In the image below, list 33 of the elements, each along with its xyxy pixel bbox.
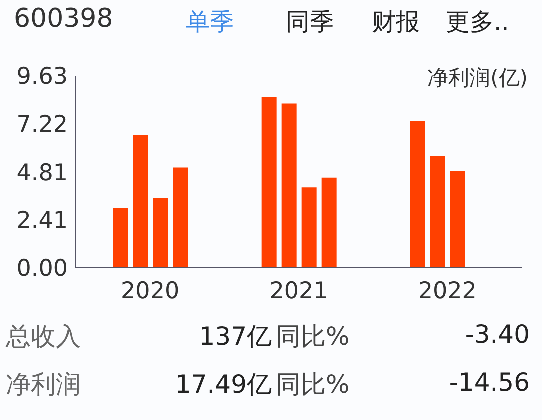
bar [430, 156, 446, 268]
y-tick-label: 9.63 [16, 64, 68, 90]
y-tick-label: 0.00 [16, 256, 68, 282]
text: -3.40 [465, 320, 530, 349]
bar [410, 121, 426, 268]
bar [282, 104, 297, 268]
x-tick-label: 2021 [270, 278, 328, 304]
text: 更多.. [446, 7, 510, 38]
text: 净利润 [6, 369, 81, 401]
y-tick-label: 2.41 [16, 208, 68, 234]
bar [262, 97, 277, 268]
text: 财报 [372, 7, 420, 38]
y-axis-title: 净利润(亿) [428, 65, 528, 92]
text: 17.49亿 [175, 369, 272, 401]
y-tick-label: 4.81 [16, 160, 68, 186]
bar [302, 188, 317, 268]
text: 同季 [286, 7, 334, 38]
chart-title: 600398 [14, 4, 114, 34]
bar [173, 168, 188, 268]
text: 单季 [186, 7, 234, 38]
bar [113, 208, 128, 268]
text: 同比% [276, 369, 350, 401]
x-tick-label: 2020 [121, 278, 180, 304]
y-tick-label: 7.22 [16, 112, 68, 138]
bar [450, 172, 466, 268]
bar [133, 135, 148, 268]
text: 137亿 [199, 321, 272, 353]
text: 总收入 [6, 321, 81, 353]
bar [153, 198, 168, 268]
x-tick-label: 2022 [418, 278, 477, 304]
text: 同比% [276, 321, 350, 353]
text: -14.56 [449, 368, 530, 397]
bar [322, 178, 337, 268]
